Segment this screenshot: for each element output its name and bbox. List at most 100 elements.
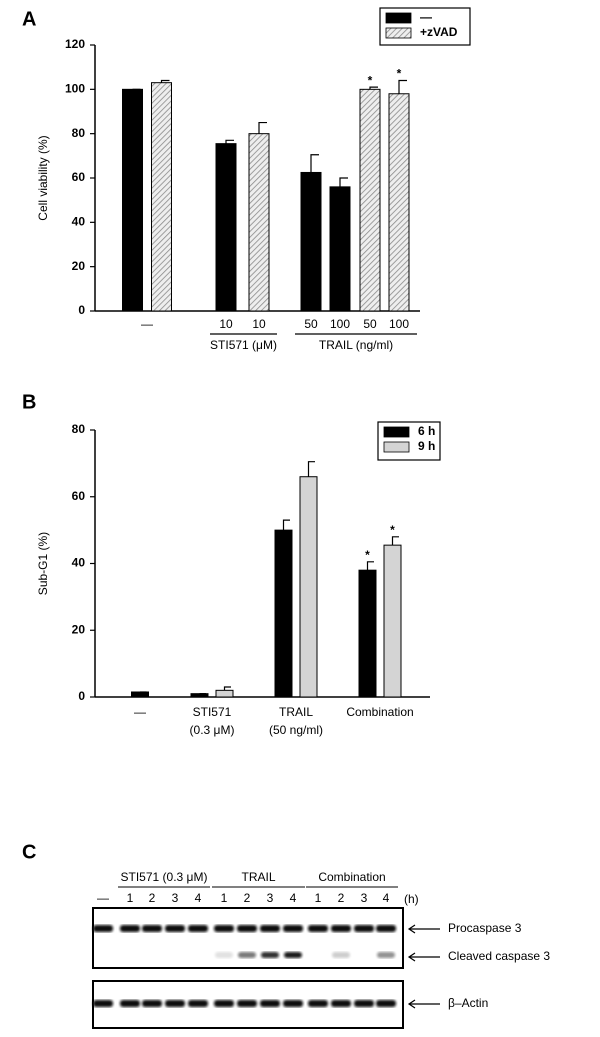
- lane-label: 4: [290, 891, 297, 905]
- x-tick-label: 100: [389, 317, 409, 331]
- band: [331, 925, 351, 932]
- error-bar: [282, 519, 290, 531]
- bar: [388, 93, 410, 312]
- row-label: Cleaved caspase 3: [448, 949, 550, 963]
- bar: [383, 544, 402, 698]
- y-tick-label: 100: [65, 82, 85, 96]
- error-bar: [258, 121, 267, 134]
- panel-label: B: [22, 391, 36, 413]
- legend-label: 6 h: [418, 424, 435, 438]
- band: [376, 1000, 396, 1007]
- significance: *: [365, 548, 370, 562]
- panel-label: A: [22, 8, 36, 30]
- x-tick-label: 10: [252, 317, 266, 331]
- y-axis-label: Cell viability (%): [36, 135, 50, 220]
- band: [214, 925, 234, 932]
- error-bar: [369, 86, 378, 90]
- y-tick-label: 120: [65, 37, 85, 51]
- legend-label: +zVAD: [420, 25, 458, 39]
- band: [93, 925, 113, 932]
- arrow: [407, 999, 440, 1009]
- group-label: STI571 (0.3 μM): [121, 870, 208, 884]
- bar: [215, 143, 237, 312]
- error-bar: [339, 177, 348, 187]
- band: [354, 925, 374, 932]
- bar: [329, 186, 351, 312]
- blot: [92, 907, 404, 969]
- significance: *: [390, 523, 395, 537]
- legend-label: 9 h: [418, 439, 435, 453]
- y-tick-label: 60: [72, 489, 86, 503]
- lane-label: 2: [149, 891, 156, 905]
- bar: [359, 88, 381, 312]
- x-tick-label: 100: [330, 317, 350, 331]
- x-tick-label: 50: [304, 317, 318, 331]
- panel-label: C: [22, 841, 36, 863]
- row-label: Procaspase 3: [448, 921, 522, 935]
- band: [331, 1000, 351, 1007]
- bar: [122, 88, 143, 312]
- error-bar: [398, 79, 407, 94]
- y-tick-label: 40: [72, 556, 86, 570]
- significance: *: [397, 67, 402, 81]
- row-label: β–Actin: [448, 996, 488, 1010]
- y-tick-label: 20: [72, 622, 86, 636]
- bar: [300, 171, 322, 312]
- arrow: [407, 924, 440, 934]
- bar: [358, 569, 377, 698]
- lane-label: 1: [315, 891, 322, 905]
- y-tick-label: 40: [72, 215, 86, 229]
- x-tick-label: TRAIL: [279, 705, 313, 719]
- bar: [299, 476, 318, 698]
- x-tick-label: 10: [219, 317, 233, 331]
- error-bar: [225, 139, 234, 144]
- legend-swatch: [385, 27, 412, 39]
- band: [237, 925, 257, 932]
- band: [332, 952, 350, 958]
- lane-label: 2: [244, 891, 251, 905]
- bar: [215, 689, 234, 698]
- y-tick-label: 0: [78, 303, 85, 317]
- band: [237, 1000, 257, 1007]
- x-tick-note: (0.3 μM): [190, 723, 235, 737]
- bar: [274, 529, 293, 698]
- x-tick-label: —: [141, 317, 153, 331]
- band: [376, 925, 396, 932]
- bar: [151, 82, 172, 312]
- bar: [131, 691, 149, 698]
- lane-label: 3: [267, 891, 274, 905]
- lane-label: 3: [172, 891, 179, 905]
- band: [238, 952, 256, 958]
- band: [165, 925, 185, 932]
- lane-label: 2: [338, 891, 345, 905]
- band: [188, 925, 208, 932]
- lane-label: —: [97, 891, 109, 905]
- band: [354, 1000, 374, 1007]
- band: [214, 1000, 234, 1007]
- unit-label: (h): [404, 892, 419, 906]
- band: [260, 925, 280, 932]
- band: [93, 1000, 113, 1007]
- y-axis-label: Sub-G1 (%): [36, 532, 50, 595]
- band: [283, 1000, 303, 1007]
- y-tick-label: 20: [72, 259, 86, 273]
- band: [377, 952, 395, 958]
- significance: *: [368, 73, 373, 87]
- error-bar: [310, 154, 319, 173]
- arrow: [407, 952, 440, 962]
- group-label: TRAIL (ng/ml): [319, 338, 393, 352]
- error-bar: [160, 79, 170, 83]
- legend-label: —: [420, 10, 432, 24]
- band: [283, 925, 303, 932]
- band: [308, 1000, 328, 1007]
- lane-label: 3: [361, 891, 368, 905]
- band: [188, 1000, 208, 1007]
- band: [215, 952, 233, 958]
- band: [260, 1000, 280, 1007]
- band: [308, 925, 328, 932]
- x-tick-label: —: [134, 705, 146, 719]
- y-tick-label: 60: [72, 170, 86, 184]
- x-tick-label: STI571: [193, 705, 232, 719]
- error-bar: [307, 461, 315, 477]
